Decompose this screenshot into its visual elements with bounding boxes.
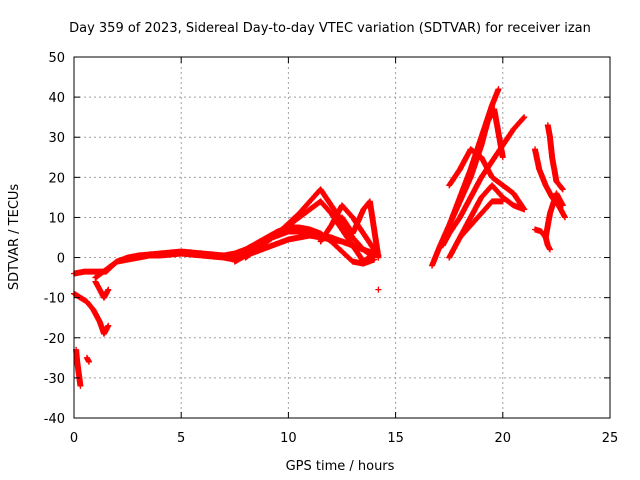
track-late-4-markers <box>542 234 553 253</box>
axis-ticks: 0 5 10 15 20 25 -40 -30 -20 -10 0 10 20 30 40 50 <box>44 51 619 446</box>
track-evening-3-markers <box>439 114 528 249</box>
chart-title: Day 359 of 2023, Sidereal Day-to-day VTE… <box>69 21 591 36</box>
track-late-2 <box>532 146 568 221</box>
x-tick-label: 20 <box>495 431 512 446</box>
track-descending-3 <box>83 354 92 365</box>
x-axis-label: GPS time / hours <box>286 459 395 474</box>
x-tick-label: 0 <box>70 431 78 446</box>
x-tick-label: 5 <box>177 431 185 446</box>
track-evening-5-markers <box>446 146 528 213</box>
track-late-2-markers <box>532 146 568 221</box>
track-evening-5 <box>446 146 528 213</box>
y-axis-label: SDTVAR / TECUs <box>7 184 22 291</box>
track-evening-2 <box>435 106 506 253</box>
x-tick-label: 15 <box>387 431 404 446</box>
y-tick-label: 10 <box>48 211 65 226</box>
track-evening-6-markers <box>456 198 506 241</box>
y-tick-label: -30 <box>44 372 65 387</box>
y-tick-label: 0 <box>57 252 65 267</box>
y-tick-label: 40 <box>48 91 65 106</box>
data-points <box>71 86 568 389</box>
track-evening-6 <box>456 198 506 241</box>
track-dip-1-markers <box>92 278 112 301</box>
track-late-3-markers <box>544 122 566 193</box>
track-rise-4 <box>339 198 382 261</box>
track-rise-4-markers <box>339 198 382 261</box>
y-tick-label: 50 <box>48 51 65 66</box>
y-tick-label: 20 <box>48 171 65 186</box>
track-isolated <box>375 286 382 293</box>
track-evening-3 <box>439 114 528 249</box>
plot-frame <box>73 56 611 419</box>
track-evening-2-markers <box>435 106 506 253</box>
track-late-3 <box>544 122 566 193</box>
y-tick-label: -10 <box>44 292 65 307</box>
y-tick-label: -20 <box>44 332 65 347</box>
track-dip-1 <box>92 278 112 301</box>
track-descending-3-markers <box>83 354 92 365</box>
track-rise-2 <box>242 198 378 265</box>
y-tick-label: 30 <box>48 131 65 146</box>
track-isolated-markers <box>375 286 382 293</box>
y-tick-label: -40 <box>44 412 65 427</box>
track-rise-2-markers <box>242 198 378 265</box>
x-tick-label: 10 <box>280 431 297 446</box>
x-tick-label: 25 <box>602 431 619 446</box>
track-late-4 <box>542 234 553 253</box>
